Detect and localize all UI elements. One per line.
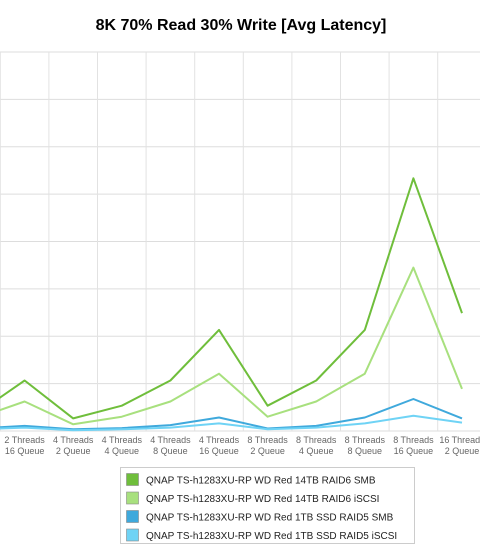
legend-label: QNAP TS-h1283XU-RP WD Red 14TB RAID6 SMB [146,476,376,487]
series-line-4 [0,414,463,432]
chart-series [0,177,463,432]
x-tick-label: 4 Threads 16 Queue [199,435,240,456]
x-tick-label: 8 Threads 16 Queue [393,435,434,456]
chart-legend: QNAP TS-h1283XU-RP WD Red 14TB RAID6 SMB… [120,467,415,544]
series-line-3 [0,398,463,431]
x-tick-label: 8 Threads 2 Queue [247,435,288,456]
legend-label: QNAP TS-h1283XU-RP WD Red 1TB SSD RAID5 … [146,531,397,542]
legend-label: QNAP TS-h1283XU-RP WD Red 1TB SSD RAID5 … [146,513,394,524]
series-line-2 [0,266,463,426]
series-line-1 [0,177,463,420]
x-tick-label: 8 Threads 8 Queue [345,435,386,456]
x-tick-label: 4 Threads 4 Queue [102,435,143,456]
x-tick-label: 8 Threads 4 Queue [296,435,337,456]
legend-swatch [126,510,139,523]
legend-box [120,467,415,544]
x-tick-label: 4 Threads 8 Queue [150,435,191,456]
chart-title: 8K 70% Read 30% Write [Avg Latency] [96,17,387,34]
legend-swatch [126,491,139,505]
legend-swatch [126,528,139,542]
legend-swatch [126,473,139,486]
x-tick-label: 2 Threads 16 Queue [4,435,45,456]
legend-label: QNAP TS-h1283XU-RP WD Red 14TB RAID6 iSC… [146,494,379,505]
chart-grid [0,51,480,432]
x-tick-label: 4 Threads 2 Queue [53,435,94,456]
